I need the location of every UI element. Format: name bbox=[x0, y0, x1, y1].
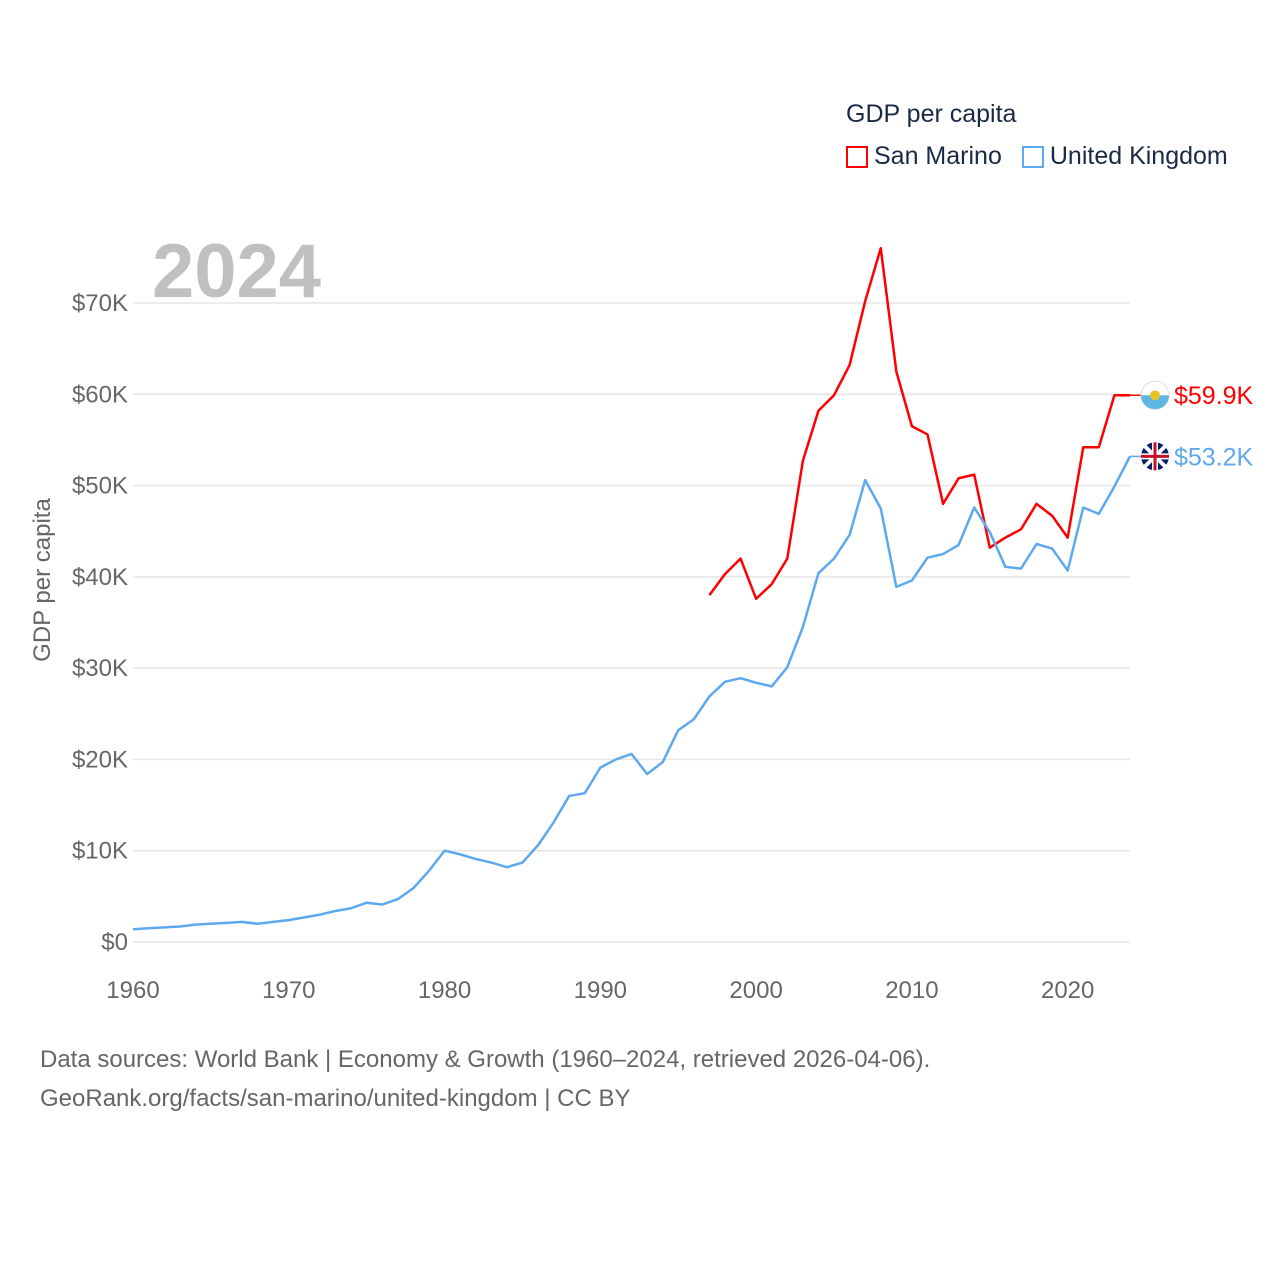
y-tick-label: $50K bbox=[72, 473, 128, 500]
x-tick-label: 1960 bbox=[106, 977, 159, 1004]
legend-label: San Marino bbox=[874, 142, 1002, 170]
x-tick-label: 1990 bbox=[574, 977, 627, 1004]
legend-label: United Kingdom bbox=[1049, 142, 1228, 170]
y-axis-label: GDP per capita bbox=[29, 498, 56, 662]
source-line-1: Data sources: World Bank | Economy & Gro… bbox=[40, 1046, 931, 1073]
y-tick-label: $40K bbox=[72, 564, 128, 591]
end-value-label: $59.9K bbox=[1174, 382, 1254, 410]
legend-item-united-kingdom[interactable]: United Kingdom bbox=[1021, 142, 1228, 171]
series-line-san-marino bbox=[708, 246, 1130, 601]
source-line-2[interactable]: GeoRank.org/facts/san-marino/united-king… bbox=[40, 1085, 631, 1112]
series-line-united-kingdom bbox=[132, 455, 1132, 931]
x-tick-label: 1970 bbox=[262, 977, 315, 1004]
san-marino-flag-icon bbox=[1150, 390, 1160, 401]
x-tick-label: 1980 bbox=[418, 977, 471, 1004]
y-tick-label: $0 bbox=[101, 929, 128, 956]
year-label: 2024 bbox=[152, 229, 322, 314]
y-tick-label: $10K bbox=[72, 838, 128, 865]
x-tick-label: 2000 bbox=[729, 977, 782, 1004]
y-tick-label: $20K bbox=[72, 746, 128, 773]
y-tick-label: $30K bbox=[72, 655, 128, 682]
y-tick-label: $70K bbox=[72, 290, 128, 317]
legend: San Marino United Kingdom bbox=[846, 142, 1228, 171]
legend-title: GDP per capita bbox=[846, 100, 1017, 128]
uk-flag-icon bbox=[1141, 442, 1169, 471]
legend-item-san-marino[interactable]: San Marino bbox=[846, 142, 1002, 171]
y-tick-label: $60K bbox=[72, 381, 128, 408]
x-tick-label: 2010 bbox=[885, 977, 938, 1004]
end-value-label: $53.2K bbox=[1174, 443, 1254, 471]
legend-swatch-san-marino bbox=[846, 145, 868, 168]
san-marino-flag-icon bbox=[1141, 395, 1169, 410]
legend-swatch-united-kingdom bbox=[1021, 145, 1044, 168]
x-tick-label: 2020 bbox=[1041, 977, 1094, 1004]
